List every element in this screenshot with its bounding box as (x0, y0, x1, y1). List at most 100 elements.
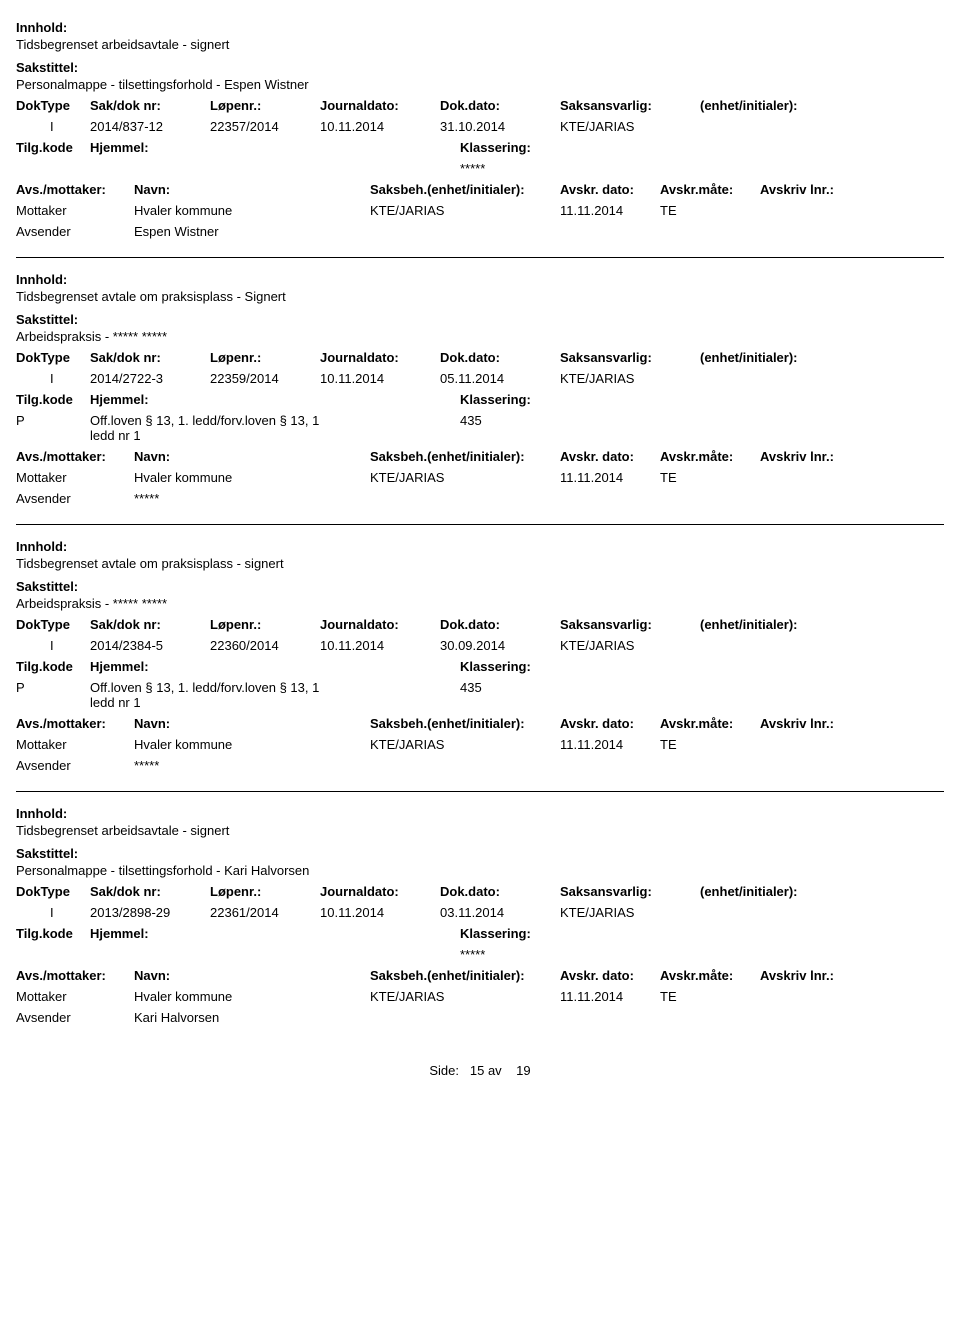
doktype-label: DokType (16, 350, 90, 365)
mottaker-avskrmate: TE (660, 989, 760, 1004)
klassering-label: Klassering: (460, 392, 531, 407)
lopenr-label: Løpenr.: (210, 617, 320, 632)
dokdato-label: Dok.dato: (440, 98, 560, 113)
lopenr-label: Løpenr.: (210, 884, 320, 899)
enhet-label: (enhet/initialer): (700, 617, 798, 632)
avskrdato-label: Avskr. dato: (560, 716, 660, 731)
avsmottaker-label: Avs./mottaker: (16, 182, 134, 197)
mottaker-saksbeh: KTE/JARIAS (370, 737, 560, 752)
mottaker-label: Mottaker (16, 737, 134, 752)
avskrmate-label: Avskr.måte: (660, 449, 760, 464)
tilgkode-label: Tilg.kode (16, 659, 90, 674)
avs-header-row: Avs./mottaker: Navn: Saksbeh.(enhet/init… (16, 968, 944, 983)
mottaker-label: Mottaker (16, 989, 134, 1004)
mottaker-saksbeh: KTE/JARIAS (370, 989, 560, 1004)
saksansvarlig-label: Saksansvarlig: (560, 98, 700, 113)
hjemmel-label: Hjemmel: (90, 392, 460, 407)
saksansvarlig-value: KTE/JARIAS (560, 905, 700, 920)
dokdato-value: 05.11.2014 (440, 371, 560, 386)
innhold-label: Innhold: (16, 272, 944, 287)
mottaker-avskrdato: 11.11.2014 (560, 989, 660, 1004)
saksansvarlig-label: Saksansvarlig: (560, 617, 700, 632)
sakdok-value: 2014/837-12 (90, 119, 210, 134)
sakstittel-value: Personalmappe - tilsettingsforhold - Esp… (16, 77, 944, 92)
lopenr-value: 22360/2014 (210, 638, 320, 653)
journal-record: Innhold:Tidsbegrenset arbeidsavtale - si… (16, 20, 944, 258)
footer-sep: av (488, 1063, 502, 1078)
avskrmate-label: Avskr.måte: (660, 968, 760, 983)
avsender-row: Avsender Espen Wistner (16, 224, 944, 239)
innhold-value: Tidsbegrenset arbeidsavtale - signert (16, 823, 944, 838)
mottaker-avskrdato: 11.11.2014 (560, 737, 660, 752)
doktype-value: I (16, 905, 90, 920)
innhold-value: Tidsbegrenset avtale om praksisplass - s… (16, 556, 944, 571)
innhold-value: Tidsbegrenset avtale om praksisplass - S… (16, 289, 944, 304)
mottaker-row: Mottaker Hvaler kommune KTE/JARIAS 11.11… (16, 737, 944, 752)
enhet-label: (enhet/initialer): (700, 350, 798, 365)
doktype-label: DokType (16, 98, 90, 113)
mottaker-saksbeh: KTE/JARIAS (370, 203, 560, 218)
mottaker-label: Mottaker (16, 203, 134, 218)
saksbeh-label: Saksbeh.(enhet/initialer): (370, 449, 560, 464)
avskrivlnr-label: Avskriv lnr.: (760, 182, 834, 197)
sakdok-label: Sak/dok nr: (90, 617, 210, 632)
navn-label: Navn: (134, 449, 370, 464)
journaldato-label: Journaldato: (320, 350, 440, 365)
avsender-row: Avsender Kari Halvorsen (16, 1010, 944, 1025)
journal-record: Innhold: Tidsbegrenset avtale om praksisp… (16, 272, 944, 525)
sakstittel-value: Arbeidspraksis - ***** ***** (16, 596, 944, 611)
mottaker-avskrdato: 11.11.2014 (560, 470, 660, 485)
avs-header-row: Avs./mottaker: Navn: Saksbeh.(enhet/init… (16, 716, 944, 731)
mottaker-row: Mottaker Hvaler kommune KTE/JARIAS 11.11… (16, 989, 944, 1004)
avskrivlnr-label: Avskriv lnr.: (760, 968, 834, 983)
avskrmate-label: Avskr.måte: (660, 182, 760, 197)
mottaker-row: Mottaker Hvaler kommune KTE/JARIAS 11.11… (16, 203, 944, 218)
journaldato-value: 10.11.2014 (320, 371, 440, 386)
sakstittel-label: Sakstittel: (16, 846, 944, 861)
tilgkode-value: P (16, 680, 90, 695)
meta-value-row: I 2014/2384-5 22360/2014 10.11.2014 30.0… (16, 638, 944, 653)
sakdok-value: 2014/2384-5 (90, 638, 210, 653)
avsmottaker-label: Avs./mottaker: (16, 968, 134, 983)
journaldato-value: 10.11.2014 (320, 119, 440, 134)
avsender-label: Avsender (16, 758, 134, 773)
hjemmel-label: Hjemmel: (90, 140, 460, 155)
avsender-navn: ***** (134, 491, 370, 506)
mottaker-navn: Hvaler kommune (134, 470, 370, 485)
lopenr-value: 22361/2014 (210, 905, 320, 920)
footer-total: 19 (516, 1063, 530, 1078)
avskrdato-label: Avskr. dato: (560, 449, 660, 464)
tilg-value-row: ***** (16, 947, 944, 962)
navn-label: Navn: (134, 968, 370, 983)
hjemmel-label: Hjemmel: (90, 659, 460, 674)
lopenr-value: 22359/2014 (210, 371, 320, 386)
mottaker-navn: Hvaler kommune (134, 989, 370, 1004)
avskrmate-label: Avskr.måte: (660, 716, 760, 731)
lopenr-value: 22357/2014 (210, 119, 320, 134)
saksansvarlig-label: Saksansvarlig: (560, 884, 700, 899)
sakdok-label: Sak/dok nr: (90, 350, 210, 365)
enhet-label: (enhet/initialer): (700, 884, 798, 899)
mottaker-avskrmate: TE (660, 470, 760, 485)
tilg-header-row: Tilg.kode Hjemmel: Klassering: (16, 659, 944, 674)
klassering-value: 435 (460, 680, 482, 695)
klassering-value: ***** (460, 161, 485, 176)
hjemmel-value: Off.loven § 13, 1. ledd/forv.loven § 13,… (90, 680, 460, 710)
lopenr-label: Løpenr.: (210, 350, 320, 365)
lopenr-label: Løpenr.: (210, 98, 320, 113)
saksbeh-label: Saksbeh.(enhet/initialer): (370, 968, 560, 983)
sakstittel-label: Sakstittel: (16, 312, 944, 327)
meta-header-row: DokType Sak/dok nr: Løpenr.: Journaldato… (16, 350, 944, 365)
klassering-label: Klassering: (460, 659, 531, 674)
mottaker-navn: Hvaler kommune (134, 203, 370, 218)
footer-side-label: Side: (429, 1063, 459, 1078)
dokdato-value: 31.10.2014 (440, 119, 560, 134)
saksbeh-label: Saksbeh.(enhet/initialer): (370, 182, 560, 197)
avsmottaker-label: Avs./mottaker: (16, 716, 134, 731)
avs-header-row: Avs./mottaker: Navn: Saksbeh.(enhet/init… (16, 182, 944, 197)
hjemmel-label: Hjemmel: (90, 926, 460, 941)
mottaker-label: Mottaker (16, 470, 134, 485)
klassering-value: ***** (460, 947, 485, 962)
tilg-value-row: ***** (16, 161, 944, 176)
meta-value-row: I 2014/837-12 22357/2014 10.11.2014 31.1… (16, 119, 944, 134)
